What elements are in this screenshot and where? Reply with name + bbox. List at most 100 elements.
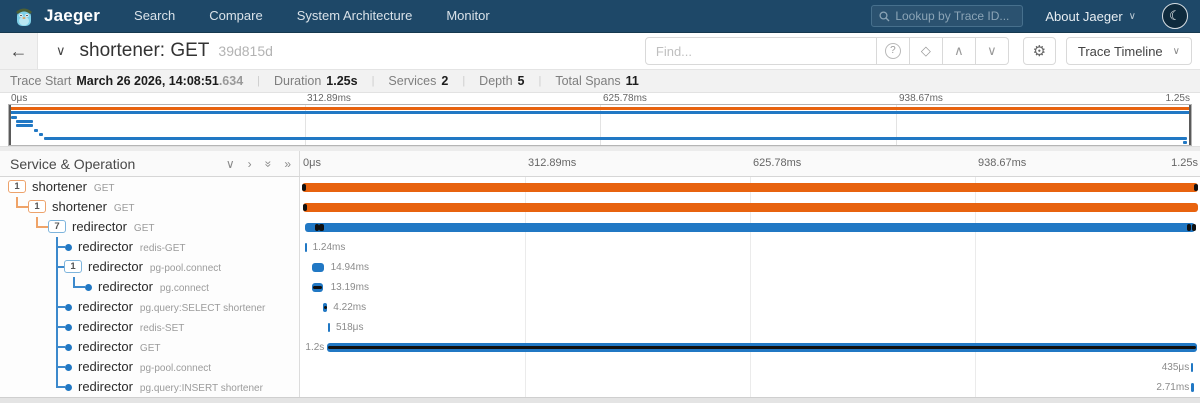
span-children-count-badge[interactable]: 1 [64,260,82,273]
minimap-gridline [304,105,306,145]
gear-icon: ⚙ [1032,43,1047,60]
span-tree-cell: redirector pg-pool.connect [0,357,300,377]
about-jaeger-menu[interactable]: About Jaeger ∨ [1045,8,1136,24]
columns-header: Service & Operation ∨ › » » 0μs 312.89ms 6… [0,151,1200,177]
span-children-count-badge[interactable]: 1 [28,200,46,213]
span-operation-name: pg.query:SELECT shortener [139,303,266,314]
critical-path-mark [303,203,308,211]
collapse-one-icon[interactable]: ∨ [225,156,235,171]
tree-connector-line [56,277,58,297]
collapse-all-icon[interactable]: » [260,160,275,167]
minimap-gridline [895,105,897,145]
ruler-tick-label: 938.67ms [899,93,943,104]
span-track-cell: 1.24ms [300,237,1200,257]
timeline-minimap[interactable] [8,104,1192,146]
span-service-name: shortener [32,179,87,194]
nav-item-compare[interactable]: Compare [209,8,263,23]
span-children-count-badge[interactable]: 1 [8,180,26,193]
span-service-name: redirector [88,259,143,274]
focus-match-button[interactable]: ◇ [909,37,943,65]
minimap-span-bar [11,115,18,119]
span-tree-cell: redirector pg.connect [0,277,300,297]
span-row[interactable]: redirector pg.query:INSERT shortener 2.71m… [0,377,1200,397]
span-dot-icon [64,323,72,331]
span-row[interactable]: 7 redirector GET [0,217,1200,237]
span-row[interactable]: redirector pg-pool.connect 435μs [0,357,1200,377]
span-duration-bar[interactable] [311,262,324,272]
span-name: redirector pg.query:INSERT shortener [78,380,263,396]
settings-button[interactable]: ⚙ [1022,37,1056,65]
dark-mode-toggle[interactable]: ☾ [1162,3,1188,29]
span-duration-bar[interactable] [305,222,1196,232]
span-tree-cell: redirector redis-GET [0,237,300,257]
tree-connector-line [36,217,38,227]
span-row[interactable]: redirector redis-SET 518μs [0,317,1200,337]
collapse-trace-details-icon[interactable]: ∨ [56,43,66,58]
span-tree-cell: 1 shortener GET [0,197,300,217]
critical-path-mark [323,305,327,309]
span-tree-cell: redirector pg.query:SELECT shortener [0,297,300,317]
find-input[interactable] [644,37,877,65]
span-service-name: redirector [78,239,133,254]
ruler-tick-label: 312.89ms [307,93,351,104]
span-service-name: redirector [78,319,133,334]
find-help-button[interactable]: ? [876,37,910,65]
minimap-drag-handle-left[interactable] [9,105,11,145]
summary-value-fraction: .634 [218,74,244,88]
span-track-cell: 13.19ms [300,277,1200,297]
tree-connector-elbow [56,366,65,368]
critical-path-mark [312,285,323,289]
span-operation-name: pg.connect [159,283,209,294]
span-row[interactable]: redirector pg.query:SELECT shortener 4.22m… [0,297,1200,317]
trace-title: shortener: GET [79,40,210,61]
minimap-span-bar [16,124,33,128]
span-row[interactable]: 1 shortener GET [0,197,1200,217]
span-duration-label: 2.71ms [1156,381,1190,393]
span-operation-name: GET [133,223,155,234]
span-tree-cell: redirector pg.query:INSERT shortener [0,377,300,397]
span-duration-bar[interactable] [1191,382,1194,392]
lookup-trace-input[interactable] [895,9,1016,23]
nav-item-system-architecture[interactable]: System Architecture [296,8,413,23]
critical-path-mark [1191,223,1196,231]
span-duration-bar[interactable] [327,322,330,332]
minimap-drag-handle-right[interactable] [1189,105,1191,145]
nav-menu: Search Compare System Architecture Monitor [134,7,524,25]
next-result-button[interactable]: ∨ [975,37,1009,65]
span-tree-cell: 1 redirector pg-pool.connect [0,257,300,277]
span-children-count-badge[interactable]: 7 [48,220,66,233]
nav-item-search[interactable]: Search [134,8,176,23]
span-track-cell: 1.2s [300,337,1200,357]
trace-id: 39d815d [218,43,273,59]
span-row[interactable]: redirector pg.connect 13.19ms [0,277,1200,297]
span-row[interactable]: 1 redirector pg-pool.connect 14.94ms [0,257,1200,277]
span-operation-name: GET [93,183,115,194]
back-button[interactable]: ← [0,33,38,69]
summary-value: 11 [625,74,639,88]
minimap-span-bar [16,119,33,123]
nav-item-monitor[interactable]: Monitor [446,8,490,23]
expand-one-icon[interactable]: › [247,156,252,171]
span-duration-bar[interactable] [305,242,308,252]
span-service-name: shortener [52,199,107,214]
expand-all-icon[interactable]: » [284,156,291,171]
find-group: ? ◇ ∧ ∨ [644,37,1009,65]
prev-result-button[interactable]: ∧ [942,37,976,65]
span-duration-bar[interactable] [301,182,1199,192]
chevron-down-icon: ∨ [1172,45,1180,57]
summary-value: 5 [517,74,525,88]
span-dot-icon [64,363,72,371]
span-dot-icon [64,303,72,311]
tree-connector-elbow [73,286,85,288]
span-tree-cell: 1 shortener GET [0,177,300,197]
tree-connector-elbow [56,246,65,248]
span-duration-bar[interactable] [1191,362,1194,372]
span-row[interactable]: redirector GET 1.2s [0,337,1200,357]
critical-path-mark [315,223,320,231]
span-duration-bar[interactable] [303,202,1199,212]
span-name: redirector redis-GET [78,240,185,256]
span-row[interactable]: 1 shortener GET [0,177,1200,197]
span-row[interactable]: redirector redis-GET 1.24ms [0,237,1200,257]
span-service-name: redirector [72,219,127,234]
view-selector[interactable]: Trace Timeline ∨ [1065,37,1192,65]
